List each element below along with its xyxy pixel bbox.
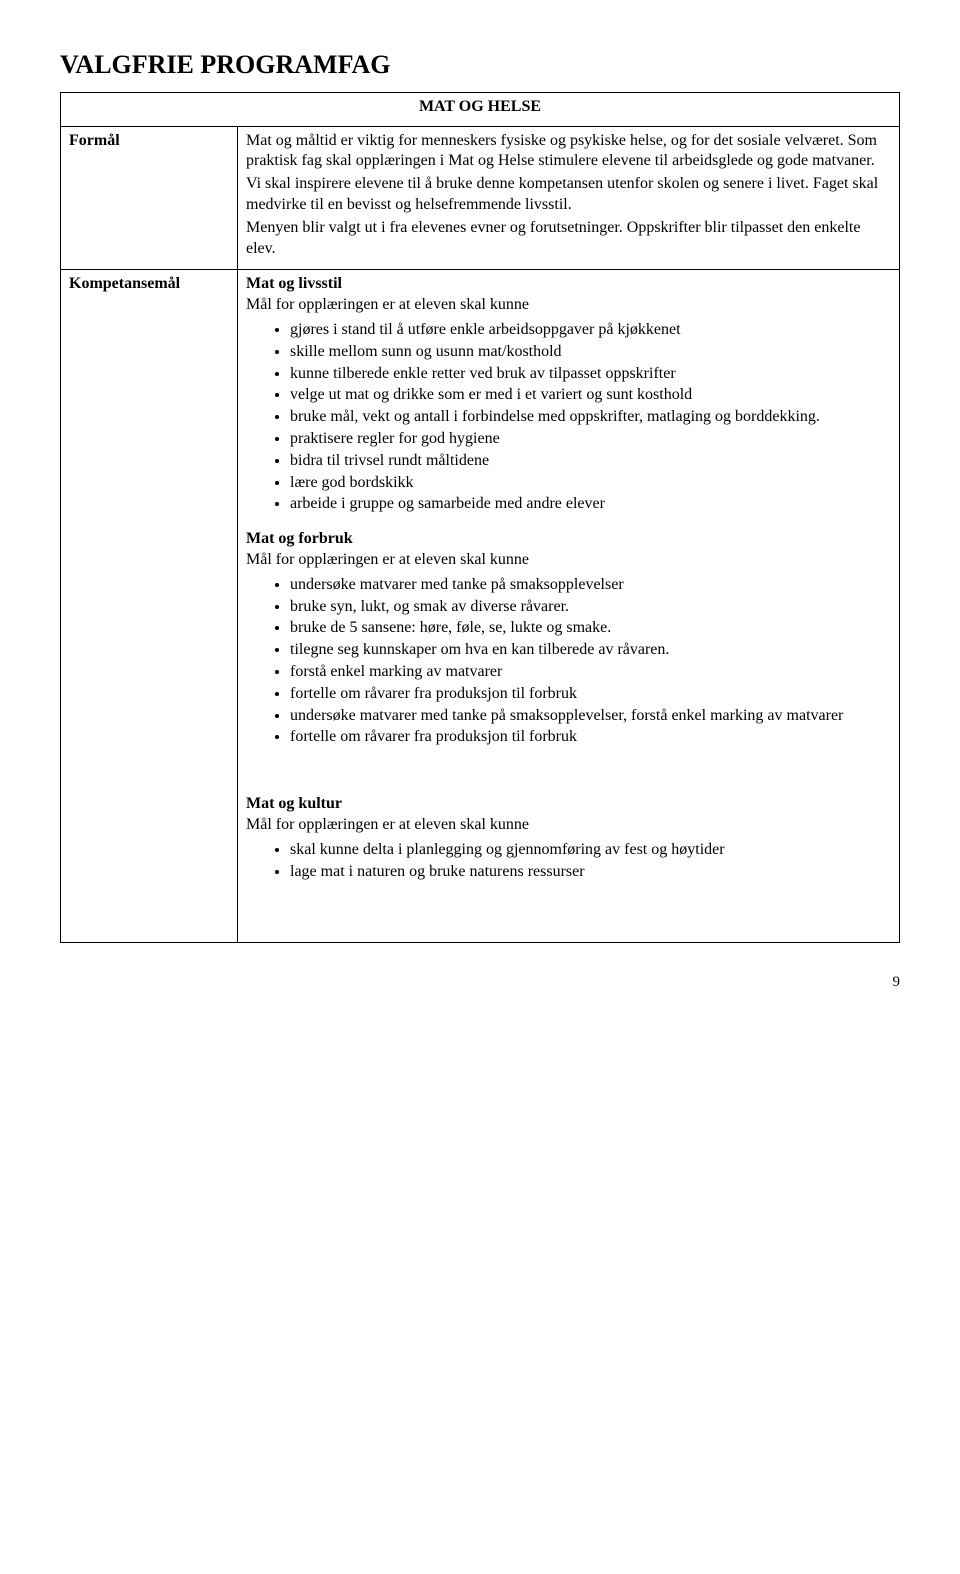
list-item: undersøke matvarer med tanke på smaksopp… — [290, 575, 891, 596]
kompetansemal-content: Mat og livsstil Mål for opplæringen er a… — [238, 270, 900, 943]
list-item: undersøke matvarer med tanke på smaksopp… — [290, 706, 891, 727]
formal-content: Mat og måltid er viktig for menneskers f… — [238, 126, 900, 270]
formal-paragraph: Mat og måltid er viktig for menneskers f… — [246, 131, 891, 173]
section-list: undersøke matvarer med tanke på smaksopp… — [246, 575, 891, 748]
list-item: lage mat i naturen og bruke naturens res… — [290, 862, 891, 883]
list-item: arbeide i gruppe og samarbeide med andre… — [290, 494, 891, 515]
list-item: bruke de 5 sansene: høre, føle, se, lukt… — [290, 618, 891, 639]
subtitle-cell: MAT OG HELSE — [61, 92, 900, 126]
section-list: gjøres i stand til å utføre enkle arbeid… — [246, 320, 891, 515]
list-item: forstå enkel marking av matvarer — [290, 662, 891, 683]
section-heading: Mat og forbruk — [246, 529, 891, 550]
list-item: velge ut mat og drikke som er med i et v… — [290, 385, 891, 406]
formal-paragraph: Vi skal inspirere elevene til å bruke de… — [246, 174, 891, 216]
list-item: skal kunne delta i planlegging og gjenno… — [290, 840, 891, 861]
list-item: tilegne seg kunnskaper om hva en kan til… — [290, 640, 891, 661]
list-item: lære god bordskikk — [290, 473, 891, 494]
content-table: MAT OG HELSE Formål Mat og måltid er vik… — [60, 92, 900, 944]
page-title: VALGFRIE PROGRAMFAG — [60, 48, 900, 82]
kompetansemal-label: Kompetansemål — [61, 270, 238, 943]
section-sub: Mål for opplæringen er at eleven skal ku… — [246, 815, 891, 836]
list-item: bruke syn, lukt, og smak av diverse råva… — [290, 597, 891, 618]
list-item: skille mellom sunn og usunn mat/kosthold — [290, 342, 891, 363]
section-heading: Mat og kultur — [246, 794, 891, 815]
list-item: fortelle om råvarer fra produksjon til f… — [290, 684, 891, 705]
list-item: bruke mål, vekt og antall i forbindelse … — [290, 407, 891, 428]
list-item: gjøres i stand til å utføre enkle arbeid… — [290, 320, 891, 341]
page-number: 9 — [60, 973, 900, 993]
list-item: fortelle om råvarer fra produksjon til f… — [290, 727, 891, 748]
formal-paragraph: Menyen blir valgt ut i fra elevenes evne… — [246, 218, 891, 260]
list-item: praktisere regler for god hygiene — [290, 429, 891, 450]
formal-label: Formål — [61, 126, 238, 270]
list-item: kunne tilberede enkle retter ved bruk av… — [290, 364, 891, 385]
list-item: bidra til trivsel rundt måltidene — [290, 451, 891, 472]
section-list: skal kunne delta i planlegging og gjenno… — [246, 840, 891, 883]
section-heading: Mat og livsstil — [246, 274, 891, 295]
section-sub: Mål for opplæringen er at eleven skal ku… — [246, 295, 891, 316]
section-sub: Mål for opplæringen er at eleven skal ku… — [246, 550, 891, 571]
